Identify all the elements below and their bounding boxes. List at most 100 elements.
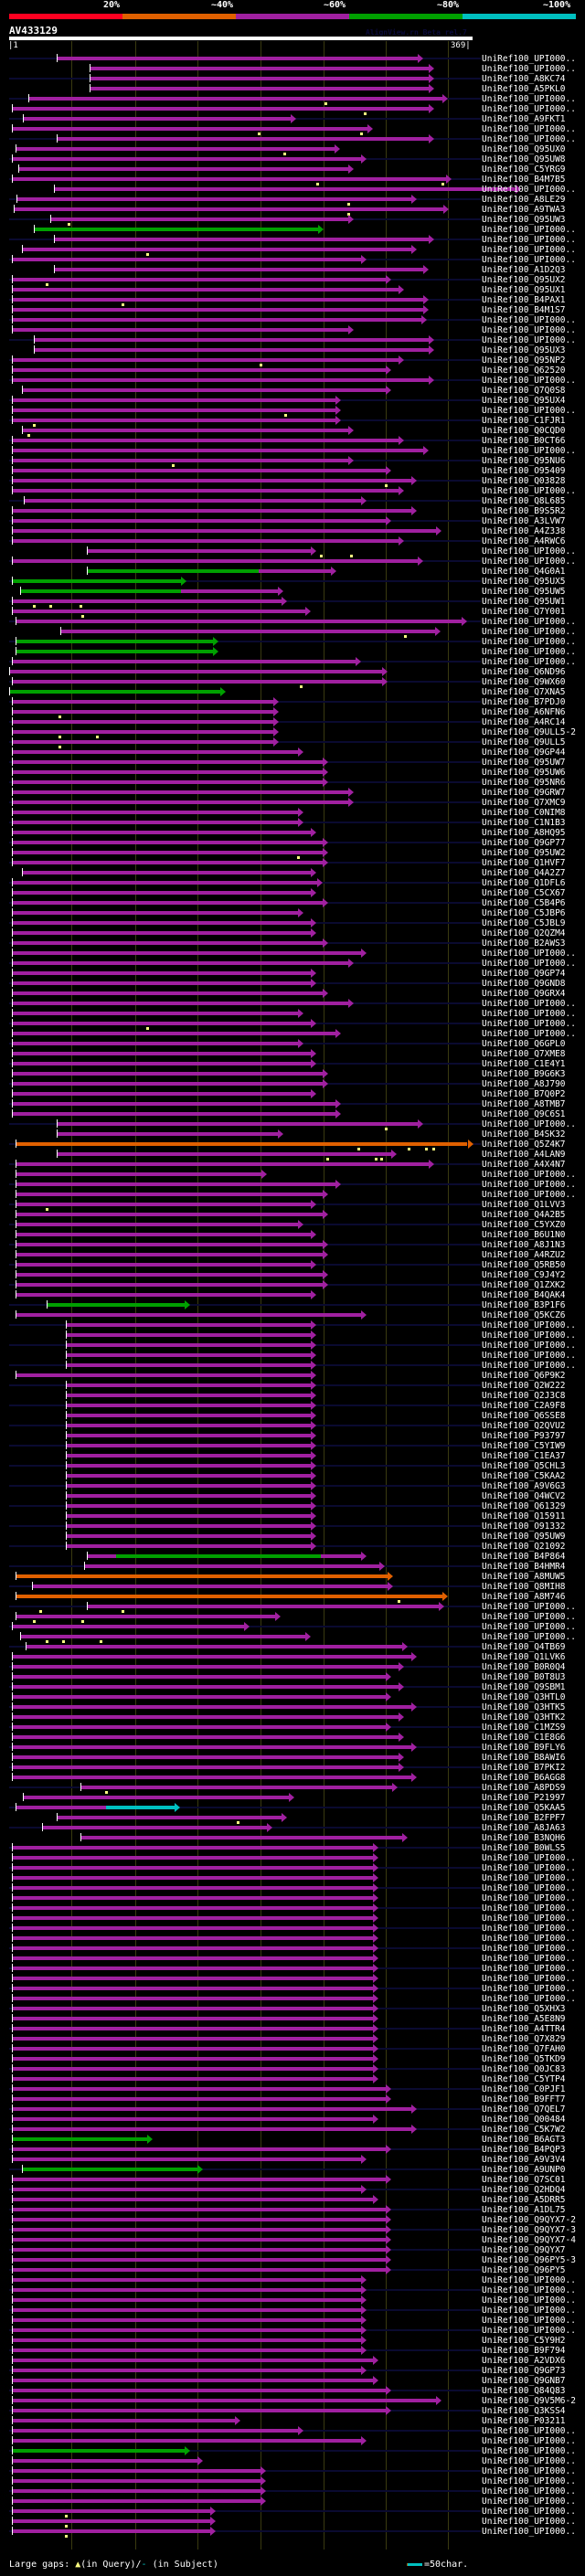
hit-label[interactable]: UniRef100_UPI000.. <box>482 1602 576 1612</box>
alignment-row[interactable]: UniRef100_UPI000.. <box>0 636 585 647</box>
alignment-row[interactable]: UniRef100_Q95NP2 <box>0 355 585 366</box>
hit-label[interactable]: UniRef100_Q95UW6 <box>482 768 566 778</box>
hit-label[interactable]: UniRef100_UPI000.. <box>482 546 576 557</box>
alignment-row[interactable]: UniRef100_UPI000.. <box>0 334 585 345</box>
alignment-row[interactable]: UniRef100_A9FKT1 <box>0 113 585 124</box>
alignment-row[interactable]: UniRef100_B7PKI2 <box>0 1762 585 1773</box>
hit-label[interactable]: UniRef100_Q7QEL7 <box>482 2104 566 2115</box>
alignment-row[interactable]: UniRef100_A9TWA3 <box>0 204 585 216</box>
alignment-row[interactable]: UniRef100_Q6SSE8 <box>0 1410 585 1421</box>
alignment-row[interactable]: UniRef100_Q7Q0S8 <box>0 385 585 396</box>
hit-label[interactable]: UniRef100_Q95UW1 <box>482 597 566 607</box>
hit-label[interactable]: UniRef100_UPI000.. <box>482 1190 576 1200</box>
alignment-row[interactable]: UniRef100_B4SK32 <box>0 1129 585 1140</box>
hit-label[interactable]: UniRef100_UPI000.. <box>482 557 576 567</box>
hit-label[interactable]: UniRef100_B8AWI6 <box>482 1753 566 1763</box>
alignment-row[interactable]: UniRef100_Q95UW8 <box>0 154 585 164</box>
hit-label[interactable]: UniRef100_UPI000.. <box>482 1119 576 1129</box>
hit-label[interactable]: UniRef100_B6AGG8 <box>482 1773 566 1783</box>
hit-label[interactable]: UniRef100_Q3HTL0 <box>482 1692 566 1702</box>
alignment-row[interactable]: UniRef100_B9FFT7 <box>0 2094 585 2104</box>
hit-label[interactable]: UniRef100_UPI000.. <box>482 637 576 647</box>
alignment-row[interactable]: UniRef100_C5YXZ0 <box>0 1219 585 1230</box>
alignment-row[interactable]: UniRef100_Q3HTK5 <box>0 1701 585 1712</box>
alignment-row[interactable]: UniRef100_UPI000.. <box>0 2325 585 2336</box>
hit-label[interactable]: UniRef100_UPI000.. <box>482 315 576 325</box>
alignment-row[interactable]: UniRef100_A8PDS9 <box>0 1782 585 1794</box>
alignment-row[interactable]: UniRef100_C1E8G6 <box>0 1732 585 1743</box>
hit-label[interactable]: UniRef100_UPI000.. <box>482 2275 576 2285</box>
alignment-row[interactable]: UniRef100_B9S5R2 <box>0 505 585 516</box>
hit-label[interactable]: UniRef100_C5YIW9 <box>482 1441 566 1451</box>
hit-label[interactable]: UniRef100_Q9SBM1 <box>482 1682 566 1692</box>
alignment-row[interactable]: UniRef100_A8M746 <box>0 1591 585 1603</box>
hit-label[interactable]: UniRef100_Q1ZXK2 <box>482 1280 566 1290</box>
alignment-row[interactable]: UniRef100_C0NIM8 <box>0 807 585 818</box>
alignment-row[interactable]: UniRef100_B4P864 <box>0 1551 585 1562</box>
alignment-row[interactable]: UniRef100_Q2HDQ4 <box>0 2184 585 2195</box>
alignment-row[interactable]: UniRef100_B7Q0P2 <box>0 1088 585 1099</box>
hit-label[interactable]: UniRef100_B4M7B5 <box>482 175 566 185</box>
hit-label[interactable]: UniRef100_UPI000.. <box>482 1341 576 1351</box>
hit-label[interactable]: UniRef100_Q3HTK2 <box>482 1712 566 1723</box>
alignment-row[interactable]: UniRef100_A9V6G3 <box>0 1480 585 1491</box>
alignment-row[interactable]: UniRef100_UPI000.. <box>0 2526 585 2538</box>
hit-label[interactable]: UniRef100_C1MZS9 <box>482 1723 566 1733</box>
hit-label[interactable]: UniRef100_Q21092 <box>482 1542 566 1552</box>
alignment-row[interactable]: UniRef100_Q95UX3 <box>0 345 585 355</box>
hit-label[interactable]: UniRef100_Q6GPL0 <box>482 1039 566 1049</box>
alignment-row[interactable]: UniRef100_A4LAN9 <box>0 1149 585 1161</box>
hit-label[interactable]: UniRef100_Q7XMC9 <box>482 798 566 808</box>
hit-label[interactable]: UniRef100_Q96PY5 <box>482 2265 566 2275</box>
hit-label[interactable]: UniRef100_A4TTR4 <box>482 2024 566 2034</box>
alignment-row[interactable]: UniRef100_A1D2Q3 <box>0 264 585 275</box>
hit-label[interactable]: UniRef100_Q8L685 <box>482 496 566 506</box>
alignment-row[interactable]: UniRef100_UPI000.. <box>0 375 585 386</box>
alignment-row[interactable]: UniRef100_Q6GPL0 <box>0 1038 585 1049</box>
hit-label[interactable]: UniRef100_A4RC14 <box>482 717 566 727</box>
alignment-row[interactable]: UniRef100_B0R0Q4 <box>0 1661 585 1672</box>
alignment-row[interactable]: UniRef100_Q7XME8 <box>0 1048 585 1059</box>
hit-label[interactable]: UniRef100_B9FLY6 <box>482 1743 566 1753</box>
hit-label[interactable]: UniRef100_Q9GP77 <box>482 838 566 848</box>
alignment-row[interactable]: UniRef100_Q9QYX7 <box>0 2244 585 2255</box>
hit-label[interactable]: UniRef100_UPI000.. <box>482 1361 576 1371</box>
hit-label[interactable]: UniRef100_UPI000.. <box>482 1944 576 1954</box>
hit-label[interactable]: UniRef100_Q96PY5-3 <box>482 2255 576 2265</box>
hit-label[interactable]: UniRef100_A5E8N9 <box>482 2014 566 2024</box>
hit-label[interactable]: UniRef100_Q95UX4 <box>482 396 566 406</box>
alignment-row[interactable]: UniRef100_Q4A2B5 <box>0 1209 585 1220</box>
alignment-row[interactable]: UniRef100_Q95NR6 <box>0 777 585 788</box>
alignment-row[interactable]: UniRef100_UPI000.. <box>0 103 585 115</box>
alignment-row[interactable]: UniRef100_C1EA37 <box>0 1450 585 1461</box>
alignment-row[interactable]: UniRef100_Q5TKD9 <box>0 2053 585 2064</box>
alignment-row[interactable]: UniRef100_Q95UW9 <box>0 1531 585 1542</box>
hit-label[interactable]: UniRef100_UPI000.. <box>482 64 576 74</box>
hit-label[interactable]: UniRef100_B9F794 <box>482 2346 566 2356</box>
alignment-row[interactable]: UniRef100_UPI000.. <box>0 324 585 335</box>
hit-label[interactable]: UniRef100_B6U1N0 <box>482 1230 566 1240</box>
hit-label[interactable]: UniRef100_UPI000.. <box>482 1330 576 1341</box>
alignment-row[interactable]: UniRef100_UPI000.. <box>0 1892 585 1903</box>
alignment-row[interactable]: UniRef100_B6AGT3 <box>0 2134 585 2145</box>
hit-label[interactable]: UniRef100_UPI000.. <box>482 2507 576 2517</box>
alignment-row[interactable]: UniRef100_Q9GP44 <box>0 747 585 758</box>
alignment-row[interactable]: UniRef100_UPI000.. <box>0 1340 585 1351</box>
alignment-row[interactable]: UniRef100_C5YRG9 <box>0 164 585 175</box>
alignment-row[interactable]: UniRef100_B8AWI6 <box>0 1752 585 1763</box>
alignment-row[interactable]: UniRef100_Q7X829 <box>0 2033 585 2044</box>
hit-label[interactable]: UniRef100_C5CX67 <box>482 888 566 898</box>
hit-label[interactable]: UniRef100_P03211 <box>482 2416 566 2426</box>
hit-label[interactable]: UniRef100_UPI000.. <box>482 1964 576 1974</box>
alignment-row[interactable]: UniRef100_A8KC74 <box>0 73 585 84</box>
alignment-row[interactable]: UniRef100_A8MUW5 <box>0 1571 585 1582</box>
alignment-row[interactable]: UniRef100_UPI000.. <box>0 1330 585 1341</box>
hit-label[interactable]: UniRef100_C5JBL9 <box>482 918 566 928</box>
alignment-row[interactable]: UniRef100_UPI000.. <box>0 2445 585 2456</box>
alignment-row[interactable]: UniRef100_Q9GP73 <box>0 2365 585 2376</box>
hit-label[interactable]: UniRef100_Q95UX2 <box>482 275 566 285</box>
hit-label[interactable]: UniRef100_A1DL75 <box>482 2205 566 2215</box>
hit-label[interactable]: UniRef100_Q3KSS4 <box>482 2406 566 2416</box>
alignment-row[interactable]: UniRef100_B4PQP3 <box>0 2144 585 2155</box>
alignment-row[interactable]: UniRef100_UPI000.. <box>0 2455 585 2466</box>
